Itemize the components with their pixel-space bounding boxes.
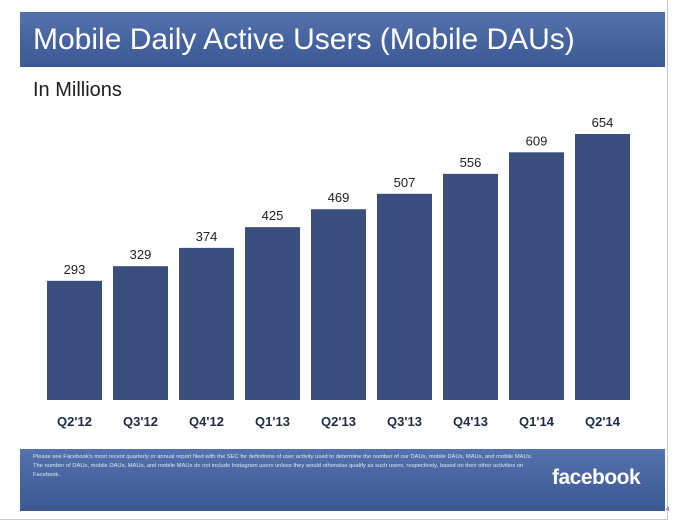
page-number: 4 xyxy=(666,507,670,513)
category-label: Q3'12 xyxy=(123,414,158,429)
bar xyxy=(113,266,168,400)
category-label: Q1'14 xyxy=(519,414,555,429)
bar-value-label: 425 xyxy=(262,208,284,223)
footnote: Please see Facebook's most recent quarte… xyxy=(33,454,533,478)
slide-subtitle: In Millions xyxy=(33,79,122,101)
category-label: Q4'13 xyxy=(453,414,488,429)
category-label: Q2'13 xyxy=(321,414,356,429)
footer-bar: Please see Facebook's most recent quarte… xyxy=(20,449,665,511)
bar-value-label: 469 xyxy=(328,190,350,205)
slide: Mobile Daily Active Users (Mobile DAUs) … xyxy=(0,0,668,520)
bar-value-label: 556 xyxy=(460,155,482,170)
bar-value-label: 329 xyxy=(130,247,152,262)
bar xyxy=(443,173,498,400)
category-label: Q2'12 xyxy=(57,414,92,429)
bar xyxy=(179,247,234,400)
bar xyxy=(47,280,102,400)
bar xyxy=(245,227,300,400)
bar-value-label: 609 xyxy=(526,133,548,148)
bar-chart: 293 Q2'12 329 Q3'12 374 Q4'12 425 Q1'13 469 Q2'13… xyxy=(47,115,630,429)
category-label: Q1'13 xyxy=(255,414,290,429)
bar xyxy=(575,134,630,400)
category-label: Q4'12 xyxy=(189,414,224,429)
slide-title: Mobile Daily Active Users (Mobile DAUs) xyxy=(33,23,575,56)
bar-value-label: 293 xyxy=(64,262,86,277)
bar xyxy=(311,209,366,400)
category-label: Q2'14 xyxy=(585,414,621,429)
bar xyxy=(509,152,564,400)
facebook-logo: facebook xyxy=(552,466,641,489)
bar xyxy=(377,193,432,400)
title-bar: Mobile Daily Active Users (Mobile DAUs) xyxy=(20,12,665,67)
bar-value-label: 374 xyxy=(196,229,218,244)
bar-value-label: 507 xyxy=(394,175,416,190)
category-label: Q3'13 xyxy=(387,414,422,429)
bar-value-label: 654 xyxy=(592,115,614,130)
